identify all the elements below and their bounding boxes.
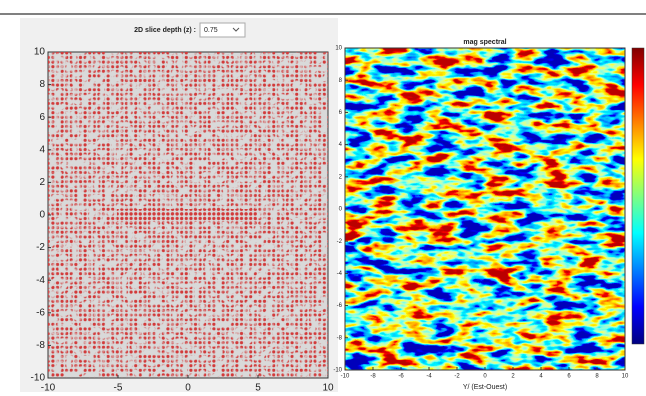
x-tick-label: 0 [185,383,191,394]
y-tick-label: -2 [36,242,45,253]
x-tick-label: -8 [370,374,376,380]
heatmap [345,48,625,370]
right-title: mag spectral [463,39,506,46]
x-tick-label: -6 [398,374,404,380]
y-tick-label: 10 [335,46,342,52]
x-tick-label: 0 [483,374,487,380]
dot-band [117,209,257,222]
control-label: 2D slice depth (z) : [134,27,196,34]
y-tick-label: 0 [39,210,45,221]
colorbar [631,47,645,345]
y-tick-label: -10 [31,373,46,384]
dropdown[interactable]: 0.75 [199,22,246,38]
x-tick-label: -10 [41,383,56,394]
dropdown-arrow[interactable] [232,27,240,32]
x-tick-label: 4 [539,374,543,380]
x-tick-label: 8 [595,374,599,380]
y-tick-label: -6 [36,307,45,318]
y-tick-label: 6 [39,112,45,123]
y-tick-label: -6 [337,303,343,309]
y-tick-label: 10 [34,47,46,58]
dropdown-value[interactable]: 0.75 [204,27,218,34]
y-tick-label: -8 [337,335,343,341]
y-tick-label: 8 [339,78,343,84]
y-tick-label: 4 [39,144,45,155]
y-tick-label: -4 [36,275,45,286]
y-tick-label: 2 [39,177,45,188]
x-tick-label: -5 [114,383,123,394]
y-tick-label: -4 [337,271,343,277]
x-tick-label: 6 [567,374,571,380]
x-tick-label: -2 [454,374,460,380]
x-tick-label: -4 [426,374,432,380]
x-tick-label: 5 [255,383,261,394]
x-tick-label: 10 [322,383,334,394]
y-tick-label: 6 [339,110,343,116]
y-tick-label: -10 [333,368,342,374]
right-xlabel: Y/ (Est-Ouest) [463,384,507,391]
dropdown-box[interactable] [199,22,246,38]
y-tick-label: 0 [339,207,343,213]
x-tick-label: 2 [511,374,515,380]
y-tick-label: -8 [36,340,45,351]
x-tick-label: -10 [341,374,350,380]
y-tick-label: 2 [339,174,343,180]
y-tick-label: -2 [337,239,343,245]
y-tick-label: 8 [39,79,45,90]
y-tick-label: 4 [339,142,343,148]
x-tick-label: 10 [622,374,629,380]
